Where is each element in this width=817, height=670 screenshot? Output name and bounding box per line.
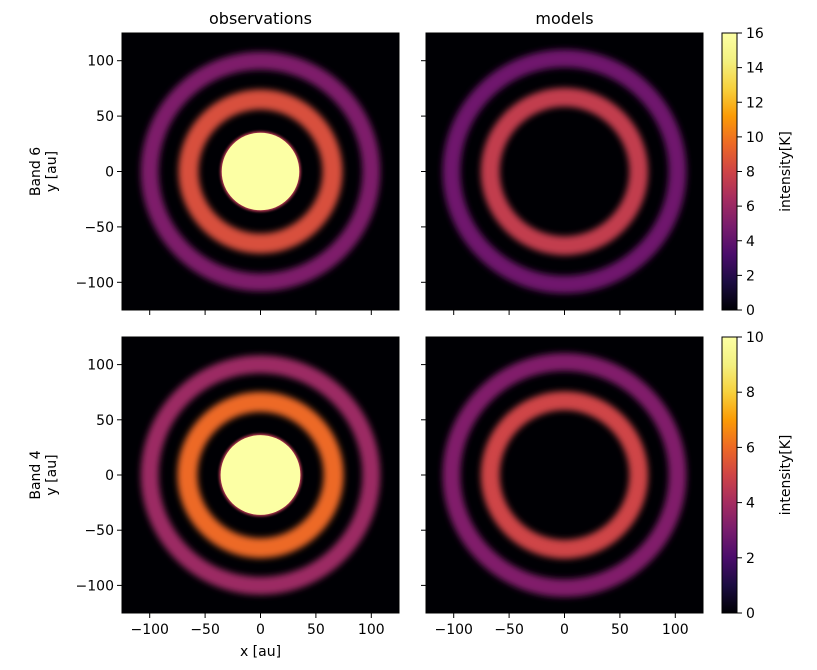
colorbar-tick-label: 4 — [746, 234, 755, 250]
colorbar-gradient — [721, 32, 738, 311]
colorbar-tick-label: 10 — [746, 330, 764, 346]
ring-mark — [442, 353, 687, 597]
colorbar: 0 2 4 6 8 10 12 14 16 intensity[K] — [721, 26, 794, 319]
panel-frame — [121, 32, 400, 311]
colorbar-tick-label: 8 — [746, 165, 755, 181]
colorbar-tick-label: 2 — [746, 268, 755, 284]
colorbar-tick-label: 2 — [746, 551, 755, 567]
ring-mark — [480, 391, 649, 559]
x-tick-label: 100 — [358, 622, 385, 638]
ring-mark — [140, 355, 381, 595]
y-tick-label: 50 — [96, 413, 114, 429]
x-tick-label: 50 — [307, 622, 325, 638]
y-tick-label: −50 — [84, 523, 114, 539]
ring-mark — [177, 391, 344, 559]
y-tick-label: 0 — [105, 468, 114, 484]
y-tick-label: 100 — [87, 358, 114, 374]
x-tick-label: −50 — [494, 622, 524, 638]
y-tick-label: 50 — [96, 109, 114, 125]
y-tick-label: −50 — [84, 220, 114, 236]
colorbar: 0 2 4 6 8 10 intensity[K] — [721, 330, 794, 622]
colorbar-tick-label: 12 — [746, 95, 764, 111]
colorbar-tick-label: 10 — [746, 130, 764, 146]
panel-band-4-observations: −100 −50 0 50 100 −100 −50 0 50 100 — [76, 336, 400, 638]
panel-band-4-models: −100 −50 0 50 100 — [421, 336, 704, 638]
row-label: Band 6 — [28, 147, 44, 196]
panel-background — [426, 33, 703, 310]
panel-frame — [425, 32, 704, 311]
ring-mark — [480, 87, 649, 256]
panel-band-6-models — [421, 32, 704, 315]
colorbar-label: intensity[K] — [778, 131, 794, 212]
y-axis-label: y [au] — [44, 151, 60, 192]
y-tick-label: −100 — [76, 578, 114, 594]
colorbar-tick-label: 16 — [746, 26, 764, 42]
y-tick-label: 0 — [105, 165, 114, 181]
y-axis-label: y [au] — [44, 454, 60, 495]
ring-mark — [442, 49, 687, 294]
y-tick-label: 100 — [87, 54, 114, 70]
row-label: Band 4 — [28, 450, 44, 499]
x-tick-label: −100 — [434, 622, 472, 638]
colorbar-tick-label: 0 — [746, 303, 755, 319]
y-tick-label: −100 — [76, 275, 114, 291]
ring-mark — [140, 51, 381, 292]
colorbar-label: intensity[K] — [778, 435, 794, 516]
x-tick-label: 50 — [611, 622, 629, 638]
x-tick-label: 0 — [256, 622, 265, 638]
column-title: observations — [209, 9, 312, 28]
colorbar-tick-label: 6 — [746, 199, 755, 215]
panel-frame — [121, 336, 400, 614]
central-disk-mark — [220, 435, 301, 515]
colorbar-tick-label: 0 — [746, 606, 755, 622]
x-axis-label: x [au] — [240, 644, 281, 660]
colorbar-tick-label: 4 — [746, 496, 755, 512]
colorbar-gradient — [721, 336, 738, 614]
x-tick-label: −50 — [190, 622, 220, 638]
central-disk-mark — [221, 132, 300, 211]
ring-mark — [178, 89, 343, 254]
panel-frame — [425, 336, 704, 614]
x-tick-label: 0 — [560, 622, 569, 638]
colorbar-tick-label: 6 — [746, 440, 755, 456]
colorbar-tick-label: 14 — [746, 61, 764, 77]
panel-band-6-observations: −100 −50 0 50 100 — [76, 32, 400, 315]
panel-background — [426, 337, 703, 613]
column-title: models — [535, 9, 593, 28]
x-tick-label: −100 — [130, 622, 168, 638]
colorbar-tick-label: 8 — [746, 385, 755, 401]
x-tick-label: 100 — [662, 622, 689, 638]
